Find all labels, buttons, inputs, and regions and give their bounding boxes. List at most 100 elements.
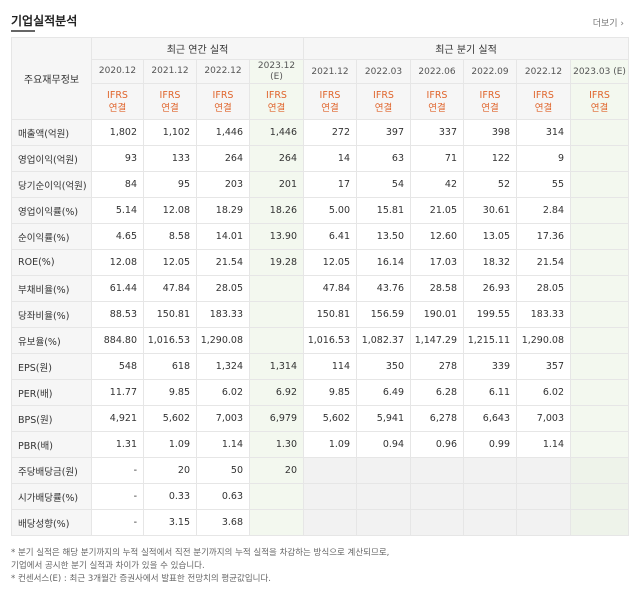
quarter-value-cell: 9.85 [303,379,357,406]
quarter-value-cell: 30.61 [463,197,517,224]
annual-date-header: 2020.12 [91,59,144,84]
row-label: 시가배당률(%) [11,483,92,510]
annual-value-cell [249,483,304,510]
annual-value-cell: 150.81 [143,301,197,328]
annual-value-cell: - [91,457,144,484]
quarter-date-header: 2023.03 (E) [569,59,630,84]
ifrs-label: IFRS 연결 [569,83,630,120]
annual-value-cell: 203 [196,171,250,198]
row-header-label: 주요재무정보 [11,37,92,120]
annual-value-cell [249,327,304,354]
annual-value-cell: 19.28 [249,249,304,276]
annual-value-cell: 18.26 [249,197,304,224]
annual-value-cell: 1,290.08 [196,327,250,354]
footnote-line: * 컨센서스(E) : 최근 3개월간 증권사에서 발표한 전망치의 평균값입니… [11,574,271,584]
quarter-value-cell: 55 [516,171,571,198]
annual-value-cell: 7,003 [196,405,250,432]
annual-value-cell: 6.92 [249,379,304,406]
annual-value-cell: 14.01 [196,223,250,250]
ifrs-label: IFRS 연결 [196,83,250,120]
quarter-value-cell: 1,290.08 [516,327,571,354]
quarter-value-cell: 15.81 [356,197,411,224]
annual-value-cell: 13.90 [249,223,304,250]
quarter-value-cell: 21.54 [516,249,571,276]
annual-value-cell: 93 [91,145,144,172]
quarter-value-cell: 5,602 [303,405,357,432]
quarter-value-cell: 6,643 [463,405,517,432]
annual-value-cell: 264 [196,145,250,172]
quarter-value-cell: 17.36 [516,223,571,250]
annual-value-cell: 4,921 [91,405,144,432]
annual-value-cell: 1,446 [249,119,304,146]
quarter-date-header: 2022.03 [356,59,411,84]
quarter-value-cell [516,457,571,484]
quarter-value-cell: 199.55 [463,301,517,328]
row-label: PBR(배) [11,431,92,458]
quarter-value-cell [356,509,411,536]
table-row: 당좌비율(%) 88.53 150.81 183.33 150.81 156.59 190.… [11,301,630,328]
quarter-value-cell [569,223,630,250]
quarter-date-header: 2022.12 [516,59,571,84]
annual-value-cell: 50 [196,457,250,484]
quarter-value-cell [569,249,630,276]
annual-value-cell: 11.77 [91,379,144,406]
quarter-value-cell: 14 [303,145,357,172]
quarter-value-cell [569,405,630,432]
quarter-value-cell [569,353,630,380]
row-label: 주당배당금(원) [11,457,92,484]
table-row: 시가배당률(%) -0.33 0.63 [11,483,630,510]
quarter-value-cell: 0.94 [356,431,411,458]
quarter-value-cell: 398 [463,119,517,146]
table-row: 당기순이익(억원) 84 95 203 201 17 54 42 52 55 [11,171,630,198]
table-row: PBR(배) 1.31 1.09 1.14 1.30 1.09 0.94 0.96 0.99 1.… [11,431,630,458]
quarter-value-cell: 6,278 [410,405,464,432]
annual-value-cell: 201 [249,171,304,198]
annual-value-cell: 3.68 [196,509,250,536]
quarter-value-cell [303,457,357,484]
annual-value-cell: 6,979 [249,405,304,432]
quarter-value-cell: 156.59 [356,301,411,328]
row-label: 당기순이익(억원) [11,171,92,198]
quarter-value-cell: 1.14 [516,431,571,458]
annual-value-cell: 183.33 [196,301,250,328]
quarter-value-cell: 1,082.37 [356,327,411,354]
annual-date-header: 2023.12 (E) [249,59,304,84]
quarter-value-cell: 26.93 [463,275,517,302]
table-row: 영업이익(억원) 93 133 264 264 14 63 71 122 9 [11,145,630,172]
table-row: ROE(%) 12.08 12.05 21.54 19.28 12.05 16.14 17.0… [11,249,630,276]
annual-value-cell: 9.85 [143,379,197,406]
quarter-value-cell: 122 [463,145,517,172]
quarter-value-cell: 272 [303,119,357,146]
quarter-value-cell [569,197,630,224]
quarter-value-cell: 2.84 [516,197,571,224]
quarter-value-cell: 6.41 [303,223,357,250]
annual-value-cell: 884.80 [91,327,144,354]
quarter-value-cell: 6.28 [410,379,464,406]
annual-value-cell: 18.29 [196,197,250,224]
section-title: 기업실적분석 [11,14,78,28]
quarter-value-cell [569,509,630,536]
quarter-value-cell: 278 [410,353,464,380]
annual-value-cell: 264 [249,145,304,172]
table-row: 순이익률(%) 4.65 8.58 14.01 13.90 6.41 13.50 12.60 1… [11,223,630,250]
ifrs-label: IFRS 연결 [91,83,144,120]
quarter-value-cell: 21.05 [410,197,464,224]
annual-value-cell: - [91,483,144,510]
table-row: 주당배당금(원) -20 50 20 [11,457,630,484]
row-label: 매출액(억원) [11,119,92,146]
ifrs-label: IFRS 연결 [463,83,517,120]
annual-value-cell: 1.09 [143,431,197,458]
annual-value-cell [249,509,304,536]
quarter-value-cell: 1,215.11 [463,327,517,354]
table-row: 배당성향(%) -3.15 3.68 [11,509,630,536]
annual-value-cell: 548 [91,353,144,380]
quarter-value-cell [569,457,630,484]
annual-value-cell: 1.31 [91,431,144,458]
quarter-value-cell: 397 [356,119,411,146]
annual-value-cell: 28.05 [196,275,250,302]
quarter-value-cell: 5,941 [356,405,411,432]
annual-value-cell: 1,324 [196,353,250,380]
quarter-value-cell [569,171,630,198]
quarter-value-cell [356,457,411,484]
more-link[interactable]: 더보기 › [592,19,624,29]
